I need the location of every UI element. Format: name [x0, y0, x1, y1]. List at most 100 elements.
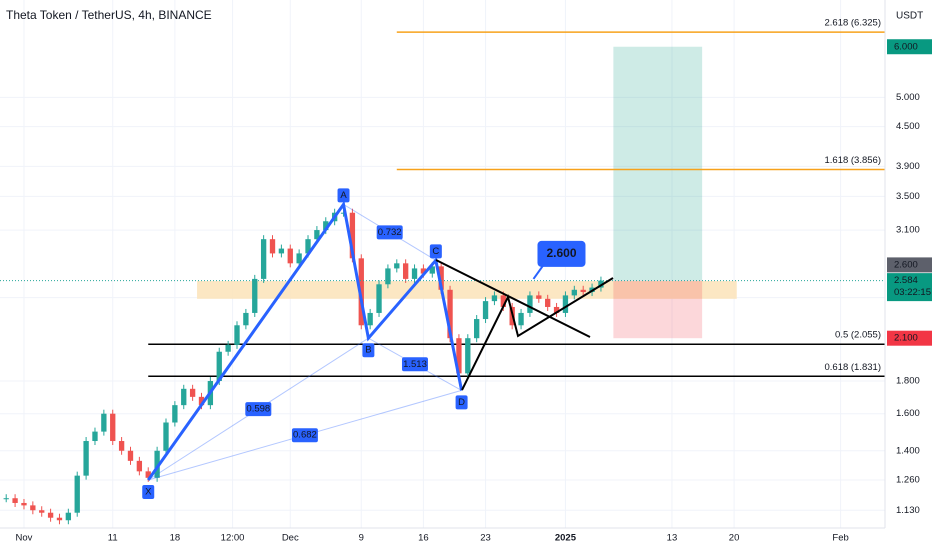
price-badge — [887, 330, 932, 346]
candle — [536, 295, 542, 299]
trend-line — [435, 259, 591, 338]
point-label: X — [145, 487, 152, 498]
candle — [269, 239, 276, 254]
overlay: 5.0004.5003.9003.5003.1002.4301.8001.600… — [16, 39, 932, 544]
plot-area: 2.618 (6.325) 1.618 (3.856) 0.5 (2.055) 0.6… — [0, 0, 885, 528]
ratio-badge — [376, 225, 403, 240]
y-tick-label: 3.900 — [896, 161, 920, 172]
candle — [216, 351, 222, 381]
candle — [411, 268, 418, 279]
x-tick-label: 16 — [418, 533, 429, 544]
price-badge — [887, 39, 932, 55]
candle — [181, 388, 187, 406]
candle — [3, 498, 9, 500]
candle — [456, 338, 462, 374]
y-tick-label: 3.500 — [896, 191, 920, 202]
y-tick-label: 4.500 — [896, 121, 920, 132]
candle — [83, 441, 89, 476]
candle — [598, 280, 604, 288]
callout-box — [537, 240, 586, 267]
candle — [296, 253, 302, 264]
countdown: 03:22:15 — [894, 287, 931, 298]
x-tick-label: Feb — [832, 533, 848, 544]
point-label: B — [365, 345, 371, 356]
stop-zone — [613, 280, 703, 339]
candle — [402, 263, 409, 279]
candle — [30, 505, 36, 511]
candle — [562, 295, 569, 313]
fib-label: 0.5 (2.055) — [835, 330, 881, 341]
candle — [500, 295, 506, 307]
y-tick-label: 5.000 — [896, 92, 920, 103]
fib-label: 1.618 (3.856) — [824, 155, 881, 166]
candle — [278, 248, 285, 254]
candle — [438, 266, 444, 290]
price-badge-label: 2.100 — [894, 333, 918, 344]
candle — [349, 212, 356, 259]
x-tick-label: 11 — [108, 533, 118, 544]
x-tick-label: 2025 — [555, 533, 577, 544]
price-badge-label: 2.600 — [894, 259, 918, 270]
candle — [305, 239, 311, 254]
callout-pointer — [532, 264, 545, 280]
point-label: A — [340, 190, 347, 201]
candle — [145, 471, 151, 478]
candle — [287, 248, 293, 264]
point-badge — [429, 244, 442, 259]
ratio-label: 0.732 — [378, 227, 402, 238]
trend-line — [461, 277, 614, 391]
candle — [474, 319, 480, 339]
candle — [56, 517, 63, 521]
candle — [491, 295, 498, 302]
x-tick-label: Nov — [16, 533, 33, 544]
ratio-badge — [401, 357, 428, 372]
x-tick-label: Dec — [282, 533, 299, 544]
point-badge — [455, 395, 468, 410]
candle — [314, 230, 320, 240]
price-badge-label: 6.000 — [894, 41, 918, 52]
y-tick-label: 1.130 — [896, 505, 920, 516]
candle — [323, 221, 329, 231]
candle — [465, 338, 471, 374]
candle — [580, 289, 586, 293]
ratio-badge — [245, 402, 272, 417]
point-badge — [337, 188, 350, 203]
point-badge — [362, 343, 375, 358]
price-badge — [887, 273, 932, 302]
time-axis — [0, 528, 885, 550]
ratio-label: 0.682 — [293, 430, 317, 441]
candle — [482, 301, 489, 320]
point-badge — [142, 485, 155, 500]
ratio-badge — [291, 428, 318, 443]
candle — [234, 325, 240, 345]
ratio-label: 1.513 — [403, 359, 427, 370]
candle — [447, 289, 453, 339]
candle — [429, 266, 435, 274]
candle — [65, 512, 72, 521]
currency-label[interactable]: USDT — [896, 11, 923, 22]
target-zone — [613, 46, 703, 281]
candle — [376, 284, 382, 313]
candle — [527, 295, 533, 313]
candle — [47, 512, 54, 518]
candle — [101, 413, 107, 432]
fib-label: 2.618 (6.325) — [824, 18, 881, 29]
candle — [571, 289, 577, 296]
candle — [127, 450, 134, 461]
candle — [189, 388, 196, 397]
candle — [225, 344, 231, 352]
point-label: D — [458, 397, 465, 408]
x-tick-label: 13 — [667, 533, 678, 544]
y-tick-label: 1.600 — [896, 408, 920, 419]
x-tick-label: 20 — [729, 533, 740, 544]
x-tick-label: 9 — [359, 533, 364, 544]
point-label: C — [432, 246, 439, 257]
candle — [92, 431, 98, 442]
x-tick-label: 23 — [480, 533, 491, 544]
y-tick-label: 3.100 — [896, 225, 920, 236]
candle — [118, 441, 125, 451]
candle — [545, 298, 551, 307]
pattern-line — [147, 200, 464, 481]
x-tick-label: 18 — [170, 533, 181, 544]
